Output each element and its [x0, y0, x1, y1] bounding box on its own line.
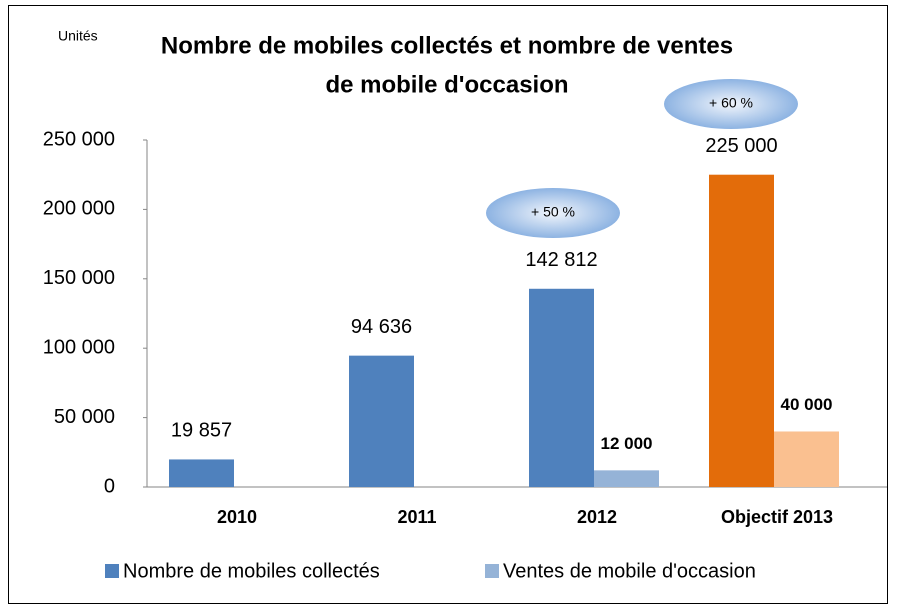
legend-swatch [485, 564, 499, 578]
x-tick-label: 2010 [217, 507, 257, 527]
chart-title: de mobile d'occasion [325, 71, 568, 98]
y-axis-label: Unités [58, 28, 98, 44]
annotation: + 60 % [709, 95, 753, 111]
bar [529, 288, 594, 487]
bar [774, 431, 839, 487]
y-tick-label: 0 [104, 475, 115, 497]
bar [594, 470, 659, 487]
legend-label: Nombre de mobiles collectés [123, 560, 380, 582]
annotation: + 50 % [531, 204, 575, 220]
chart-title: Nombre de mobiles collectés et nombre de… [161, 32, 733, 59]
legend-swatch [105, 564, 119, 578]
data-label: 142 812 [525, 249, 597, 271]
y-tick-label: 100 000 [43, 336, 115, 358]
bar [349, 355, 414, 487]
y-tick-label: 200 000 [43, 198, 115, 220]
annotation-bubble [664, 79, 798, 129]
annotation-bubble [486, 188, 620, 238]
y-tick-label: 50 000 [54, 406, 115, 428]
data-label: 225 000 [705, 135, 777, 157]
data-label: 19 857 [171, 420, 232, 442]
bar [169, 459, 234, 487]
x-tick-label: 2011 [397, 507, 436, 527]
x-tick-label: Objectif 2013 [721, 507, 833, 527]
data-label: 94 636 [351, 316, 412, 338]
y-tick-label: 250 000 [43, 128, 115, 150]
bar [709, 174, 774, 487]
data-label: 40 000 [781, 395, 833, 414]
x-tick-label: 2012 [577, 507, 617, 527]
data-label: 12 000 [601, 434, 653, 453]
legend-label: Ventes de mobile d'occasion [503, 560, 756, 582]
y-tick-label: 150 000 [43, 267, 115, 289]
